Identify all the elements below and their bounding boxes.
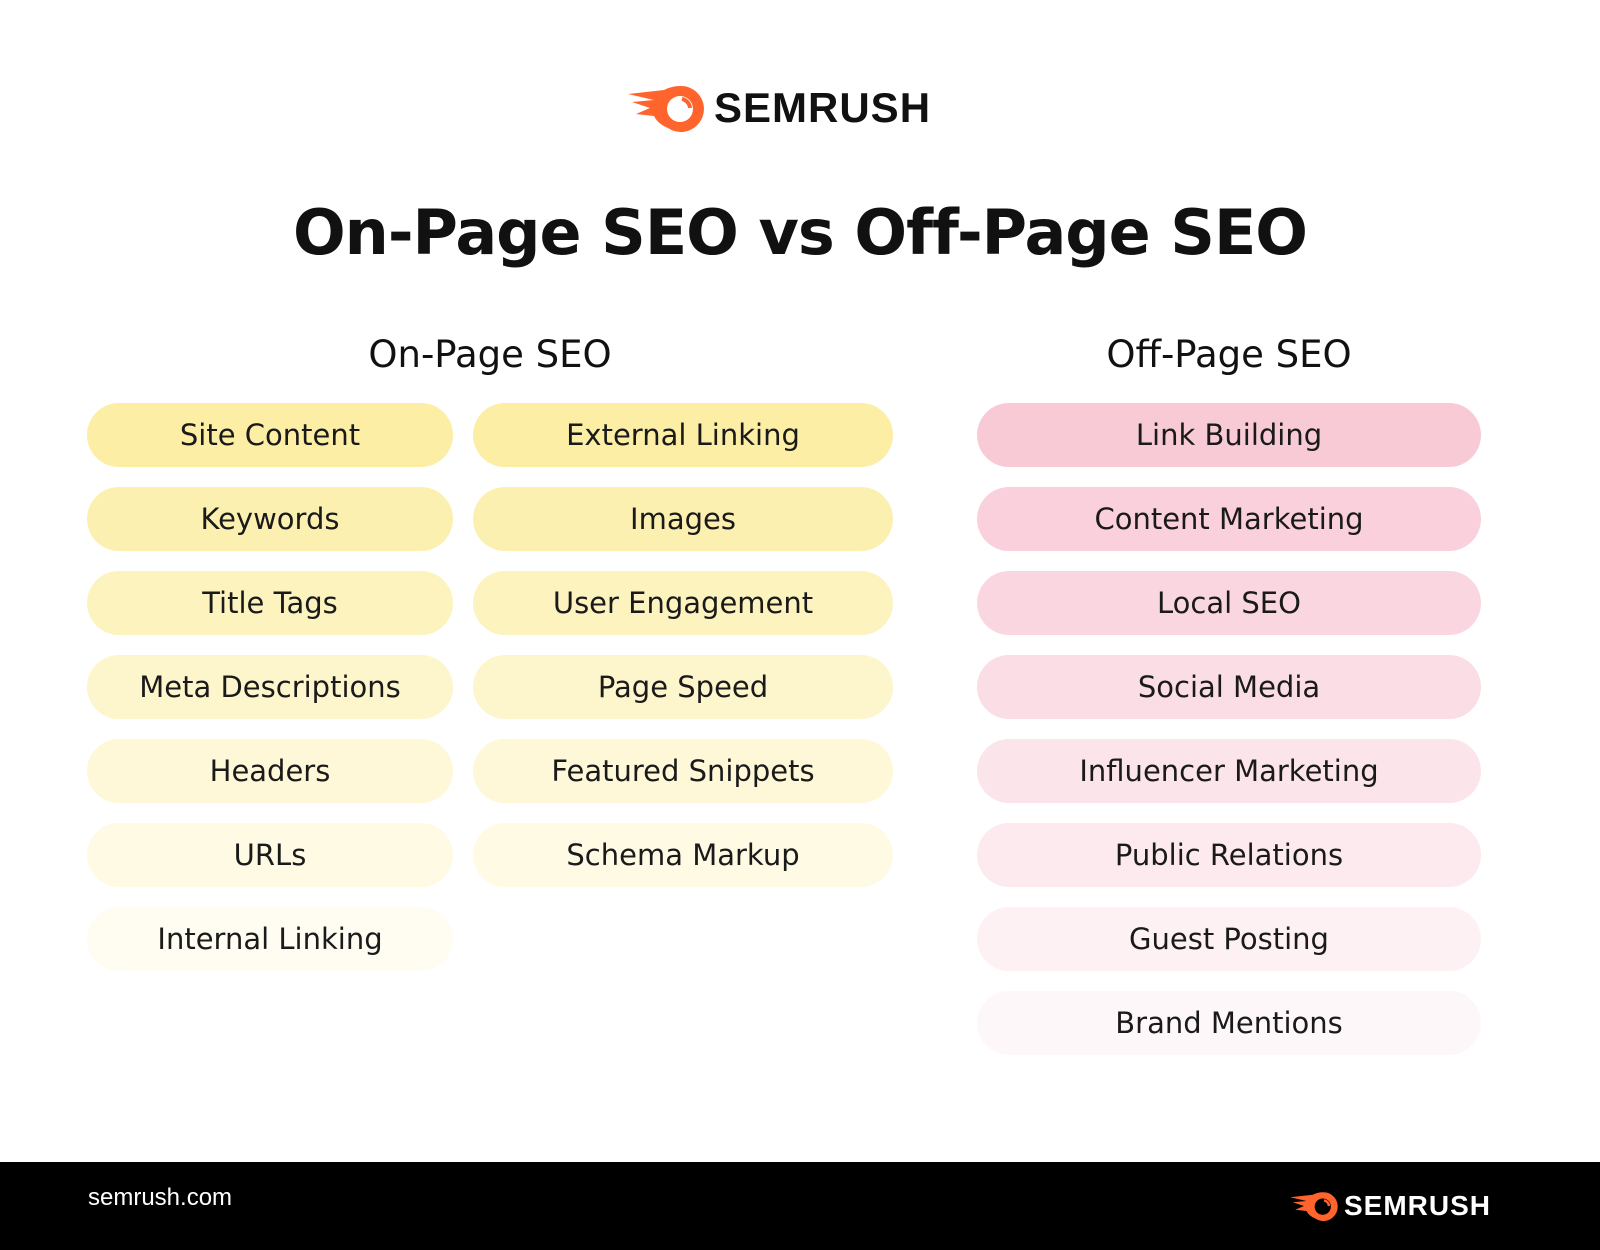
off-page-heading: Off-Page SEO bbox=[1106, 333, 1352, 376]
pill-item: Keywords bbox=[87, 487, 453, 551]
pill-item: Guest Posting bbox=[977, 907, 1481, 971]
pill-item: Meta Descriptions bbox=[87, 655, 453, 719]
pill-item: External Linking bbox=[473, 403, 893, 467]
pill-item: Internal Linking bbox=[87, 907, 453, 971]
pill-item: Images bbox=[473, 487, 893, 551]
footer-url: semrush.com bbox=[88, 1184, 233, 1211]
footer-brand-name: SEMRUSH bbox=[1344, 1190, 1492, 1221]
pill-item: Public Relations bbox=[977, 823, 1481, 887]
semrush-flame-icon bbox=[1290, 1192, 1338, 1221]
pill-item: Brand Mentions bbox=[977, 991, 1481, 1055]
pill-item: User Engagement bbox=[473, 571, 893, 635]
pill-item: Local SEO bbox=[977, 571, 1481, 635]
pill-item: Social Media bbox=[977, 655, 1481, 719]
pill-item: Content Marketing bbox=[977, 487, 1481, 551]
pill-item: URLs bbox=[87, 823, 453, 887]
pill-item: Influencer Marketing bbox=[977, 739, 1481, 803]
page-title: On-Page SEO vs Off-Page SEO bbox=[292, 196, 1308, 269]
pill-item: Title Tags bbox=[87, 571, 453, 635]
pill-item: Site Content bbox=[87, 403, 453, 467]
pill-item: Page Speed bbox=[473, 655, 893, 719]
pill-item: Featured Snippets bbox=[473, 739, 893, 803]
pill-item: Headers bbox=[87, 739, 453, 803]
pill-item: Link Building bbox=[977, 403, 1481, 467]
brand-name: SEMRUSH bbox=[714, 84, 932, 131]
on-page-heading: On-Page SEO bbox=[368, 333, 612, 376]
pill-item: Schema Markup bbox=[473, 823, 893, 887]
semrush-flame-icon bbox=[628, 85, 704, 132]
footer-logo: SEMRUSH bbox=[1290, 1190, 1491, 1222]
semrush-logo: SEMRUSH bbox=[628, 84, 931, 132]
